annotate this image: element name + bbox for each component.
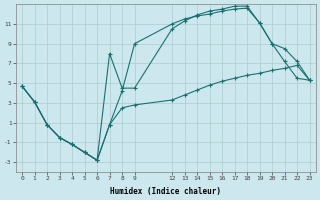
X-axis label: Humidex (Indice chaleur): Humidex (Indice chaleur) [110, 187, 221, 196]
